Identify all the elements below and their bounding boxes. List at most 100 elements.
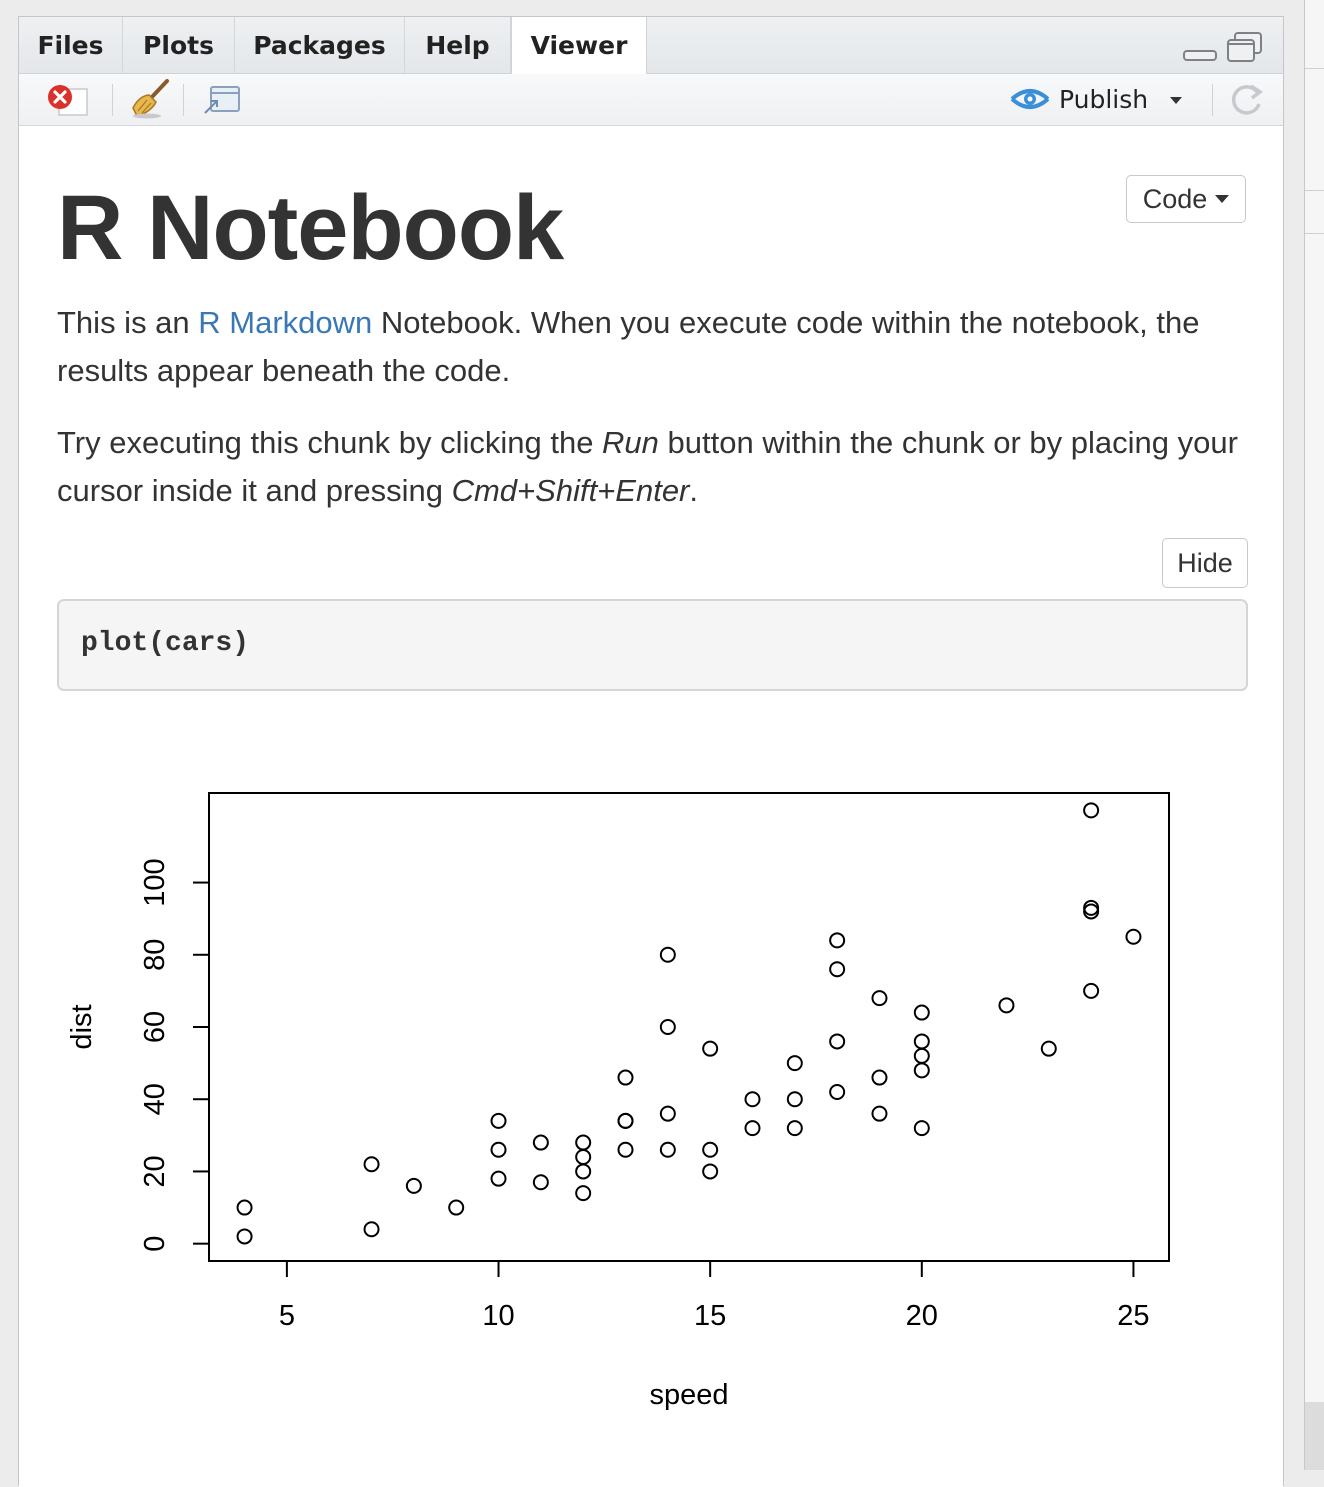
tab-viewer[interactable]: Viewer	[511, 17, 647, 74]
data-point	[490, 1170, 507, 1187]
code-chunk: plot(cars)	[57, 599, 1248, 691]
x-tick-label: 5	[279, 1300, 295, 1332]
instructions-paragraph: Try executing this chunk by clicking the…	[57, 419, 1247, 515]
data-point	[786, 1055, 803, 1072]
y-tick-label: 60	[139, 1011, 171, 1043]
publish-button[interactable]: Publish	[1009, 81, 1148, 117]
data-point	[702, 1141, 719, 1158]
page-title: R Notebook	[57, 177, 564, 279]
data-point	[575, 1134, 592, 1151]
data-point	[871, 1069, 888, 1086]
data-point	[532, 1174, 549, 1191]
data-point	[236, 1199, 253, 1216]
data-point	[829, 1033, 846, 1050]
x-tick-label: 10	[482, 1300, 514, 1332]
tab-bar: Files Plots Packages Help Viewer	[19, 17, 1283, 74]
show-in-new-window-icon[interactable]	[201, 83, 243, 117]
chevron-down-icon	[1215, 195, 1230, 203]
data-point	[1040, 1040, 1057, 1057]
data-point	[363, 1221, 380, 1238]
publish-options-caret-icon[interactable]	[1169, 90, 1183, 110]
code-menu-button[interactable]: Code	[1126, 175, 1246, 223]
data-point	[913, 1120, 930, 1137]
data-point	[659, 1141, 676, 1158]
tab-files[interactable]: Files	[19, 17, 123, 73]
minimize-pane-icon[interactable]	[1182, 35, 1218, 65]
data-point	[575, 1149, 592, 1165]
instructions-text-2: button within the chunk or by placing yo…	[57, 425, 1238, 508]
y-tick-label: 0	[139, 1236, 171, 1252]
data-point	[617, 1141, 634, 1158]
adjacent-pane-edge	[1304, 0, 1324, 1470]
data-point	[575, 1163, 592, 1180]
data-point	[829, 961, 846, 978]
plot-frame	[208, 792, 1170, 1262]
notebook-content: R Notebook Code This is an R Markdown No…	[19, 126, 1283, 1487]
viewer-pane: Files Plots Packages Help Viewer	[18, 16, 1284, 1487]
data-point	[998, 997, 1015, 1014]
data-point	[490, 1112, 507, 1129]
intro-text-rest: Notebook. When you execute code within t…	[57, 305, 1200, 388]
viewer-toolbar: Publish	[19, 74, 1283, 126]
instructions-end: .	[689, 473, 699, 508]
data-point	[829, 1084, 846, 1100]
data-point	[617, 1112, 634, 1129]
run-emphasis: Run	[602, 425, 659, 460]
y-tick-label: 100	[139, 858, 171, 906]
x-tick-label: 20	[906, 1300, 938, 1332]
data-point	[744, 1120, 761, 1137]
data-point	[1125, 928, 1142, 945]
y-tick-label: 40	[139, 1083, 171, 1115]
clear-all-broom-icon[interactable]	[127, 78, 173, 120]
scatter-plot: 5 10 15 20 25 0 20 40 60 80 100 speed dist	[66, 792, 1170, 1411]
data-point	[871, 1105, 888, 1122]
data-point	[913, 1062, 930, 1079]
data-point	[1083, 802, 1100, 819]
data-point	[913, 1033, 930, 1050]
data-point	[744, 1091, 761, 1108]
data-point	[532, 1134, 549, 1151]
data-point	[913, 1004, 930, 1021]
data-point	[913, 1047, 930, 1064]
intro-paragraph: This is an R Markdown Notebook. When you…	[57, 299, 1247, 395]
publish-label: Publish	[1059, 84, 1149, 114]
x-axis-label: speed	[649, 1379, 728, 1411]
code-text: plot(cars)	[81, 628, 250, 659]
remove-viewer-item-icon[interactable]	[45, 83, 91, 117]
tab-packages[interactable]: Packages	[235, 17, 405, 73]
tab-plots[interactable]: Plots	[123, 17, 235, 73]
data-point	[236, 1228, 253, 1245]
intro-text: This is an	[57, 305, 199, 340]
data-point	[617, 1069, 634, 1086]
x-tick-label: 15	[694, 1300, 726, 1332]
data-point	[786, 1091, 803, 1108]
publish-icon	[1010, 89, 1050, 109]
data-point	[659, 1019, 676, 1035]
data-point	[702, 1163, 719, 1180]
x-tick-label: 25	[1117, 1300, 1149, 1332]
maximize-pane-icon[interactable]	[1225, 31, 1265, 65]
y-tick-label: 80	[139, 939, 171, 971]
y-tick-label: 20	[139, 1155, 171, 1187]
tab-help[interactable]: Help	[405, 17, 511, 73]
code-menu-label: Code	[1142, 183, 1208, 214]
data-point	[659, 946, 676, 963]
hide-code-button[interactable]: Hide	[1162, 538, 1248, 588]
refresh-viewer-icon[interactable]	[1227, 80, 1267, 120]
instructions-text: Try executing this chunk by clicking the	[57, 425, 603, 460]
data-point	[448, 1199, 465, 1216]
data-point	[1083, 982, 1100, 999]
data-point	[829, 932, 846, 949]
shortcut-emphasis: Cmd+Shift+Enter	[451, 473, 690, 508]
data-point	[490, 1141, 507, 1158]
data-point	[871, 990, 888, 1007]
r-markdown-link[interactable]: R Markdown	[198, 305, 373, 340]
y-axis-label: dist	[66, 1004, 98, 1049]
data-point	[702, 1040, 719, 1057]
data-point	[575, 1185, 592, 1202]
data-point	[405, 1177, 422, 1194]
data-point	[659, 1105, 676, 1122]
data-point	[363, 1156, 380, 1173]
data-point	[786, 1120, 803, 1137]
data-point	[1083, 899, 1100, 916]
